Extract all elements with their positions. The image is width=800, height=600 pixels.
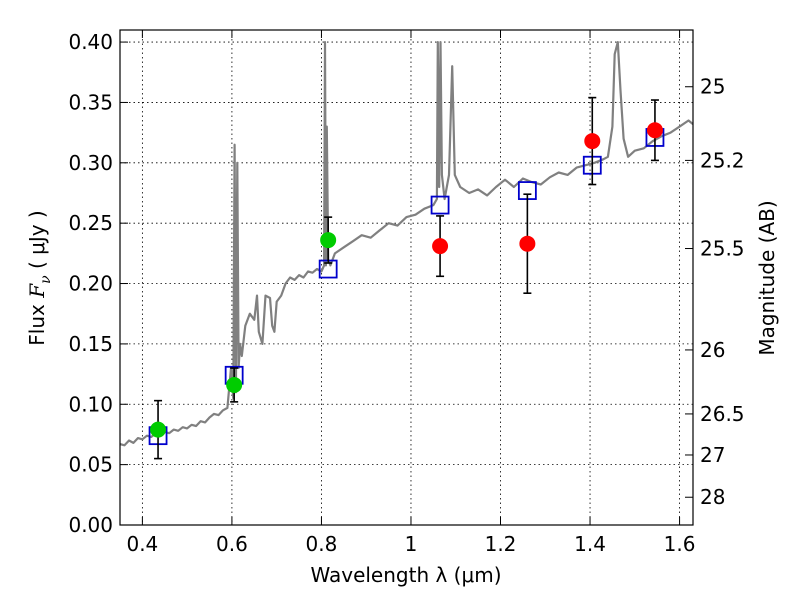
plot-background — [120, 30, 693, 525]
ticks: 0.4 0.6 0.8 1 1.2 1.4 1.6 0.00 0.05 0.10 0.15 0.20 0… — [68, 30, 745, 556]
series — [120, 41, 693, 447]
y-tick-label: 0.25 — [68, 211, 113, 235]
right-tick-label: 25.2 — [700, 148, 745, 172]
x-tick-label: 1.4 — [574, 532, 606, 556]
y-tick-label: 0.40 — [68, 30, 113, 54]
x-tick-label: 0.6 — [216, 532, 248, 556]
x-tick-label: 0.8 — [306, 532, 338, 556]
observed-point — [150, 421, 167, 438]
right-tick-label: 25 — [700, 75, 725, 99]
observed-point — [519, 235, 536, 252]
observed-point — [226, 376, 243, 393]
right-tick-label: 27 — [700, 443, 725, 467]
observed-point — [646, 122, 663, 139]
y-tick-label: 0.05 — [68, 453, 113, 477]
y-axis-title-unit: ( μJy ) — [25, 210, 49, 275]
y-axis-title-subscript: ν — [38, 275, 54, 284]
x-tick-label: 0.4 — [126, 532, 158, 556]
x-tick-label: 1 — [405, 532, 418, 556]
x-tick-label: 1.6 — [664, 532, 696, 556]
y-tick-label: 0.20 — [68, 272, 113, 296]
y-axis-title: Flux Fν ( μJy ) — [25, 210, 54, 345]
y-tick-label: 0.35 — [68, 90, 113, 114]
observed-point — [584, 133, 601, 150]
right-tick-label: 26 — [700, 338, 725, 362]
y-tick-label: 0.00 — [68, 513, 113, 537]
observed-point — [432, 238, 449, 255]
y-tick-label: 0.15 — [68, 332, 113, 356]
x-tick-label: 1.2 — [485, 532, 517, 556]
markers — [148, 96, 665, 460]
model-box — [430, 195, 450, 215]
spectrum-line — [120, 41, 693, 447]
right-tick-label: 25.5 — [700, 237, 745, 261]
right-tick-label: 26.5 — [700, 402, 745, 426]
plot-frame — [119, 29, 694, 526]
y-axis-right-title: Magnitude (AB) — [755, 200, 779, 355]
x-axis-title: Wavelength λ (μm) — [310, 563, 501, 587]
y-tick-label: 0.30 — [68, 151, 113, 175]
right-tick-label: 28 — [700, 485, 725, 509]
y-axis-title-prefix: Flux — [25, 298, 49, 346]
y-axis-title-symbol: F — [25, 283, 49, 299]
y-tick-label: 0.10 — [68, 392, 113, 416]
observed-point — [320, 232, 337, 249]
